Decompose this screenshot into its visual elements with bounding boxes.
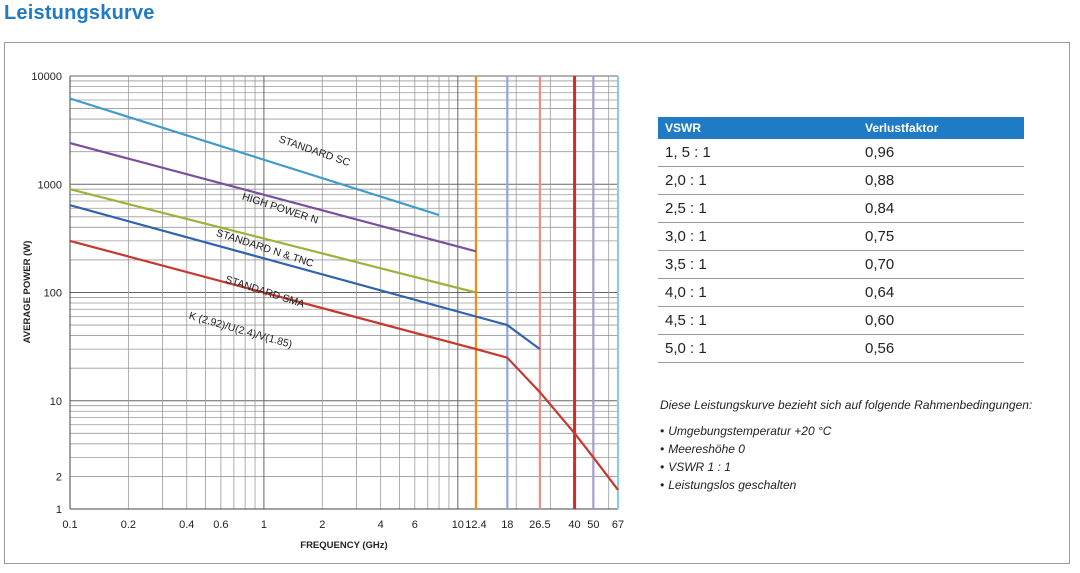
table-row: 4,5 : 1 0,60 bbox=[658, 307, 1024, 335]
table-row: 3,0 : 1 0,75 bbox=[658, 223, 1024, 251]
verlustfaktor-cell: 0,56 bbox=[858, 335, 1024, 363]
verlustfaktor-cell: 0,84 bbox=[858, 195, 1024, 223]
x-tick-label: 18 bbox=[501, 519, 513, 531]
x-tick-label: 0.4 bbox=[179, 519, 194, 531]
table-header-row: VSWR Verlustfaktor bbox=[658, 117, 1024, 139]
chart-grid bbox=[70, 76, 618, 509]
verlustfaktor-cell: 0,88 bbox=[858, 167, 1024, 195]
vswr-table: VSWR Verlustfaktor 1, 5 : 1 0,96 2,0 : 1 0,… bbox=[658, 117, 1024, 363]
y-tick-label: 10 bbox=[50, 396, 62, 408]
conditions-intro: Diese Leistungskurve bezieht sich auf fo… bbox=[660, 398, 1060, 412]
conditions-block: Diese Leistungskurve bezieht sich auf fo… bbox=[660, 398, 1060, 494]
series-line bbox=[70, 205, 540, 349]
verlustfaktor-cell: 0,64 bbox=[858, 279, 1024, 307]
x-tick-label: 10 bbox=[452, 519, 464, 531]
y-axis-label: AVERAGE POWER (W) bbox=[22, 241, 33, 344]
vswr-cell: 4,5 : 1 bbox=[658, 307, 858, 335]
vswr-cell: 2,0 : 1 bbox=[658, 167, 858, 195]
x-tick-label: 2 bbox=[319, 519, 325, 531]
x-tick-label: 0.6 bbox=[213, 519, 228, 531]
header-vswr: VSWR bbox=[658, 117, 858, 139]
x-tick-label: 6 bbox=[412, 519, 418, 531]
x-tick-label: 50 bbox=[587, 519, 599, 531]
x-tick-label: 26.5 bbox=[529, 519, 550, 531]
y-tick-labels: 10000 1000 100 10 2 1 bbox=[31, 71, 62, 516]
table-row: 2,0 : 1 0,88 bbox=[658, 167, 1024, 195]
x-tick-label: 1 bbox=[261, 519, 267, 531]
x-tick-label: 0.2 bbox=[121, 519, 136, 531]
x-tick-labels: 0.1 0.2 0.4 0.6 1 2 4 6 10 12.4 18 26.5 40 50 67 bbox=[62, 519, 624, 531]
vswr-cell: 2,5 : 1 bbox=[658, 195, 858, 223]
y-tick-label: 10000 bbox=[31, 71, 62, 83]
table-row: 4,0 : 1 0,64 bbox=[658, 279, 1024, 307]
vswr-cell: 4,0 : 1 bbox=[658, 279, 858, 307]
y-tick-label: 2 bbox=[56, 471, 62, 483]
vswr-cell: 3,0 : 1 bbox=[658, 223, 858, 251]
condition-item: VSWR 1 : 1 bbox=[660, 458, 1060, 476]
verlustfaktor-cell: 0,70 bbox=[858, 251, 1024, 279]
header-verlustfaktor: Verlustfaktor bbox=[858, 117, 1024, 139]
x-axis-label: FREQUENCY (GHz) bbox=[300, 540, 387, 551]
y-tick-label: 100 bbox=[44, 288, 62, 300]
verlustfaktor-cell: 0,60 bbox=[858, 307, 1024, 335]
x-tick-label: 67 bbox=[612, 519, 624, 531]
x-tick-label: 4 bbox=[378, 519, 384, 531]
y-tick-label: 1 bbox=[56, 504, 62, 516]
condition-item: Umgebungstemperatur +20 °C bbox=[660, 422, 1060, 440]
verlustfaktor-cell: 0,75 bbox=[858, 223, 1024, 251]
condition-item: Meereshöhe 0 bbox=[660, 440, 1060, 458]
x-tick-label: 12.4 bbox=[465, 519, 486, 531]
table-row: 1, 5 : 1 0,96 bbox=[658, 139, 1024, 167]
conditions-list: Umgebungstemperatur +20 °CMeereshöhe 0VS… bbox=[660, 422, 1060, 494]
table-row: 2,5 : 1 0,84 bbox=[658, 195, 1024, 223]
vswr-cell: 1, 5 : 1 bbox=[658, 139, 858, 167]
vswr-cell: 3,5 : 1 bbox=[658, 251, 858, 279]
series-label: K (2.92)/U(2.4)/V(1.85) bbox=[188, 310, 294, 351]
condition-item: Leistungslos geschalten bbox=[660, 476, 1060, 494]
vswr-cell: 5,0 : 1 bbox=[658, 335, 858, 363]
y-tick-label: 1000 bbox=[38, 179, 62, 191]
x-tick-label: 0.1 bbox=[62, 519, 77, 531]
table-row: 5,0 : 1 0,56 bbox=[658, 335, 1024, 363]
x-tick-label: 40 bbox=[568, 519, 580, 531]
verlustfaktor-cell: 0,96 bbox=[858, 139, 1024, 167]
table-row: 3,5 : 1 0,70 bbox=[658, 251, 1024, 279]
series-line bbox=[70, 241, 618, 490]
